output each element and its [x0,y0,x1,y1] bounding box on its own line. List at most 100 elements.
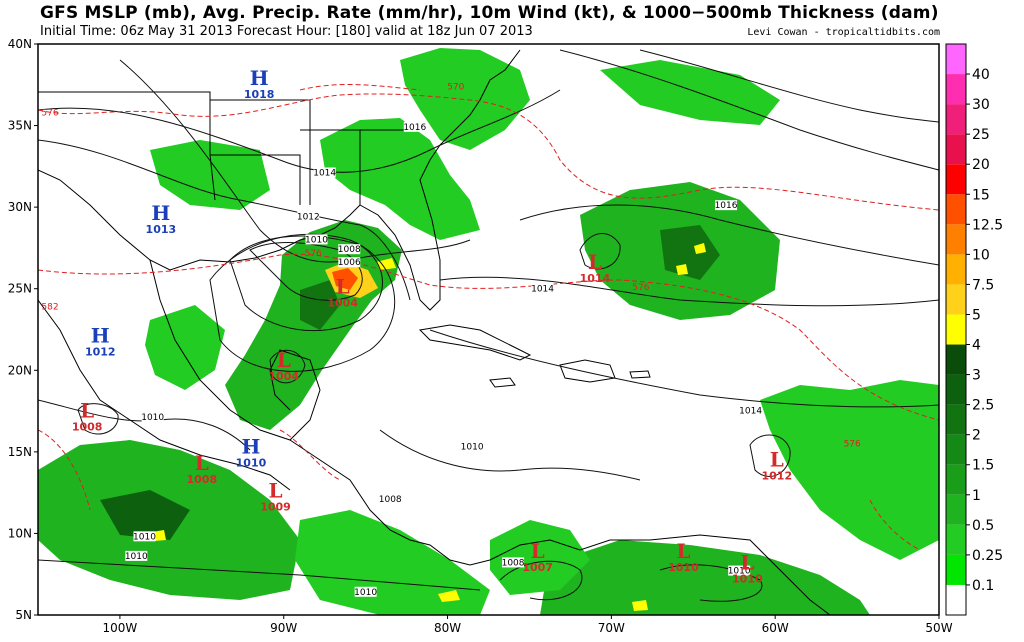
isobar-line [379,429,641,481]
map-subtitle: Initial Time: 06z May 31 2013 Forecast H… [40,24,533,39]
colorbar-label: 1.5 [972,458,994,474]
colorbar-swatch [946,434,966,465]
isobar-label-bg [715,200,738,211]
isobar-label-bg [338,244,361,255]
colorbar-label: 20 [972,157,990,173]
colorbar-label: 3 [972,368,981,384]
isobar-line [559,49,939,171]
isobar-label: 1006 [338,258,361,268]
low-symbol: L [195,451,209,475]
precip-area-mexico-west [145,305,225,390]
isobar-line [229,235,383,332]
thickness-line [38,93,939,211]
colorbar-label: 0.1 [972,578,994,594]
isobar-label: 1008 [502,558,525,568]
colorbar-swatch [946,374,966,405]
center-pressure-value: 1012 [85,346,116,359]
isobar-label-bg [141,412,164,423]
isobar-label: 1010 [461,443,484,453]
isobar-label-bg [531,283,554,294]
isobar-line [209,233,396,372]
isobar-line [749,434,791,477]
isobar-line [639,49,939,123]
precip-colorbar: 0.1 0.25 0.5 1 1.5 2 2.5 3 4 5 7.5 10 12.5 15 20 25 30 40 [945,43,1003,616]
coastline-puerto-rico [629,370,651,379]
thickness-line [869,499,921,551]
high-symbol: H [242,434,261,458]
coastline-pacific-mexico [38,299,291,491]
center-pressure-value: 1010 [236,456,267,469]
lat-label: 25N [8,282,32,296]
isobar-line [77,403,119,435]
center-pressure-value: 1009 [260,501,291,514]
colorbar-swatch [946,494,966,525]
isobar-line [249,242,363,301]
lon-label: 50W [925,621,952,635]
precip-yellow-5 [438,590,460,602]
center-pressure-value: 1010 [668,561,699,574]
isobar-label: 1010 [305,235,328,245]
plot-frame [37,43,940,616]
precip-area-central-america [295,510,490,615]
center-pressure-value: 1007 [522,561,553,574]
colorbar-swatch [946,44,966,75]
isobar-label-bg [461,441,484,452]
thickness-line [38,253,939,421]
colorbar-label: 12.5 [972,217,1003,233]
high-symbol: H [91,324,110,348]
lat-label: 20N [8,363,32,377]
colorbar-swatch [946,464,966,495]
lon-label: 80W [434,621,461,635]
high-symbol: H [151,201,170,225]
lon-label: 70W [598,621,625,635]
precip-yellow-3 [676,264,688,275]
colorbar-swatch [946,194,966,225]
isobar-label: 1010 [125,552,148,562]
isobar-label: 1010 [728,567,751,577]
isobar-layer [38,49,939,602]
isobar-label-bg [403,121,426,132]
colorbar-frame [945,43,967,616]
lat-label: 40N [8,37,32,51]
colorbar-label: 40 [972,67,990,83]
precip-yellow-6 [632,600,648,611]
isobar-label: 1010 [354,588,377,598]
precip-core-1 [300,280,340,330]
thickness-label: 582 [41,303,58,313]
low-symbol: L [277,348,291,372]
low-symbol: L [588,250,602,274]
colorbar-label: 2 [972,428,981,444]
isobar-label: 1012 [297,213,320,223]
precip-core-3 [100,490,190,540]
isobar-label-bg [739,405,762,416]
colorbar-swatch [946,284,966,315]
colorbar-label: 15 [972,187,990,203]
isobar-line [659,564,763,602]
colorbar-swatch [946,224,966,255]
isobar-label-bg [305,234,328,245]
isobar-line [38,559,481,591]
precip-yellow-4 [152,530,166,541]
colorbar-swatch [946,584,966,615]
colorbar-swatch [946,164,966,195]
isobar-line [38,89,561,173]
center-pressure-value: 1008 [72,421,103,434]
isobar-label: 1008 [379,495,402,505]
isobar-line [269,350,306,384]
thickness-label: 576 [305,249,322,259]
isobar-label: 1014 [739,407,762,417]
latitude-axis: 40N 35N 30N 25N 20N 15N 10N 5N [8,37,38,622]
colorbar-label: 4 [972,338,981,354]
center-pressure-value: 1014 [580,272,611,285]
coastline-florida [359,49,521,311]
precipitation-layer [38,48,939,615]
isobar-label-bg [354,586,377,597]
lat-label: 10N [8,526,32,540]
